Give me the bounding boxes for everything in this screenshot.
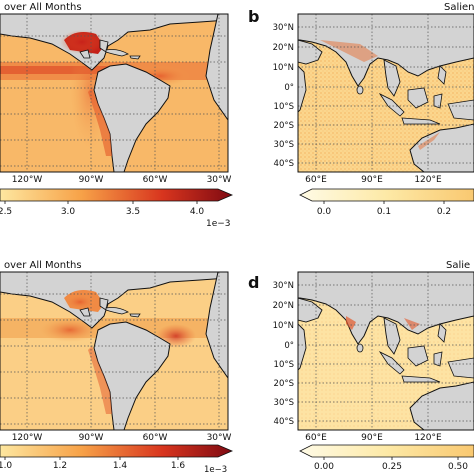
colorbar-tick: 3.5	[126, 207, 140, 217]
panel-c-title: over All Months	[4, 260, 82, 271]
lon-tick: 60°E	[305, 433, 327, 443]
panel-label-b: b	[248, 7, 259, 26]
colorbar-tick: 1.2	[53, 461, 67, 471]
colorbar-tick: 1.4	[113, 461, 128, 471]
colorbar-tick: 0.50	[448, 462, 468, 472]
panel-c-map	[0, 272, 228, 430]
lat-tick: 10°S	[274, 102, 294, 112]
lon-tick: 30°W	[207, 433, 232, 443]
lon-tick: 120°W	[12, 433, 43, 443]
lon-tick: 60°E	[305, 175, 327, 185]
panel-d-map	[298, 272, 474, 430]
lon-tick: 120°E	[414, 175, 442, 185]
lon-tick: 60°W	[143, 175, 168, 185]
lat-tick: 20°S	[274, 121, 294, 131]
lon-tick: 120°E	[414, 433, 442, 443]
lat-tick: 10°N	[273, 63, 294, 73]
panel-c-lon-ticks: 120°W 90°W 60°W 30°W	[12, 433, 232, 443]
lon-tick: 120°W	[12, 175, 43, 185]
colorbar-tick: 4.0	[190, 207, 205, 217]
lon-tick: 60°W	[143, 433, 168, 443]
panel-a-colorbar: 2.5 3.0 3.5 4.0 1e−3	[0, 188, 234, 229]
panel-b-map	[298, 14, 474, 172]
colorbar-tick: 1.6	[171, 461, 186, 471]
panel-label-d: d	[248, 273, 259, 292]
panel-a-map	[0, 14, 228, 172]
panel-d-lon-ticks: 60°E 90°E 120°E	[305, 433, 442, 443]
panel-a: over All Months	[0, 2, 234, 229]
colorbar-tick: 0.0	[317, 207, 332, 217]
lat-tick: 30°S	[274, 398, 294, 408]
lat-tick: 10°N	[273, 321, 294, 331]
panel-b-colorbar: 0.0 0.1 0.2	[299, 188, 474, 217]
lat-tick: 30°S	[274, 140, 294, 150]
lon-tick: 90°E	[361, 433, 383, 443]
lat-tick: 10°S	[274, 360, 294, 370]
lon-tick: 90°E	[361, 175, 383, 185]
colorbar-tick: 0.00	[314, 462, 334, 472]
colorbar-tick: 3.0	[61, 207, 76, 217]
colorbar-tick: 1.0	[0, 461, 12, 471]
lat-tick: 0°	[284, 341, 294, 351]
colorbar-exponent: 1e−3	[204, 465, 227, 474]
panel-b: b Salien	[248, 2, 474, 217]
lon-tick: 90°W	[79, 175, 104, 185]
lat-tick: 20°N	[273, 43, 294, 53]
lat-tick: 20°S	[274, 379, 294, 389]
panel-b-title: Salien	[444, 2, 474, 13]
panel-b-lat-ticks: 30°N 20°N 10°N 0° 10°S 20°S 30°S 40°S	[273, 23, 294, 169]
lat-tick: 40°S	[274, 417, 294, 427]
lat-tick: 30°N	[273, 23, 294, 33]
lat-tick: 0°	[284, 83, 294, 93]
lon-tick: 90°W	[79, 433, 104, 443]
lon-tick: 30°W	[207, 175, 232, 185]
panel-a-title: over All Months	[4, 2, 82, 13]
panel-a-lon-ticks: 120°W 90°W 60°W 30°W	[12, 175, 232, 185]
panel-d-title: Salie	[446, 260, 470, 271]
panel-b-lon-ticks: 60°E 90°E 120°E	[305, 175, 442, 185]
panel-d-colorbar: 0.00 0.25 0.50	[299, 444, 474, 472]
colorbar-tick: 0.1	[377, 207, 391, 217]
lat-tick: 20°N	[273, 301, 294, 311]
panel-d: d Salie	[248, 260, 474, 472]
panel-c-colorbar: 1.0 1.2 1.4 1.6 1e−3	[0, 444, 234, 474]
panel-d-lat-ticks: 30°N 20°N 10°N 0° 10°S 20°S 30°S 40°S	[273, 281, 294, 427]
colorbar-tick: 0.25	[382, 462, 402, 472]
colorbar-exponent: 1e−3	[206, 219, 231, 229]
colorbar-tick: 2.5	[0, 207, 12, 217]
panel-c: over All Months	[0, 260, 234, 474]
lat-tick: 30°N	[273, 281, 294, 291]
colorbar-tick: 0.2	[437, 207, 451, 217]
lat-tick: 40°S	[274, 159, 294, 169]
